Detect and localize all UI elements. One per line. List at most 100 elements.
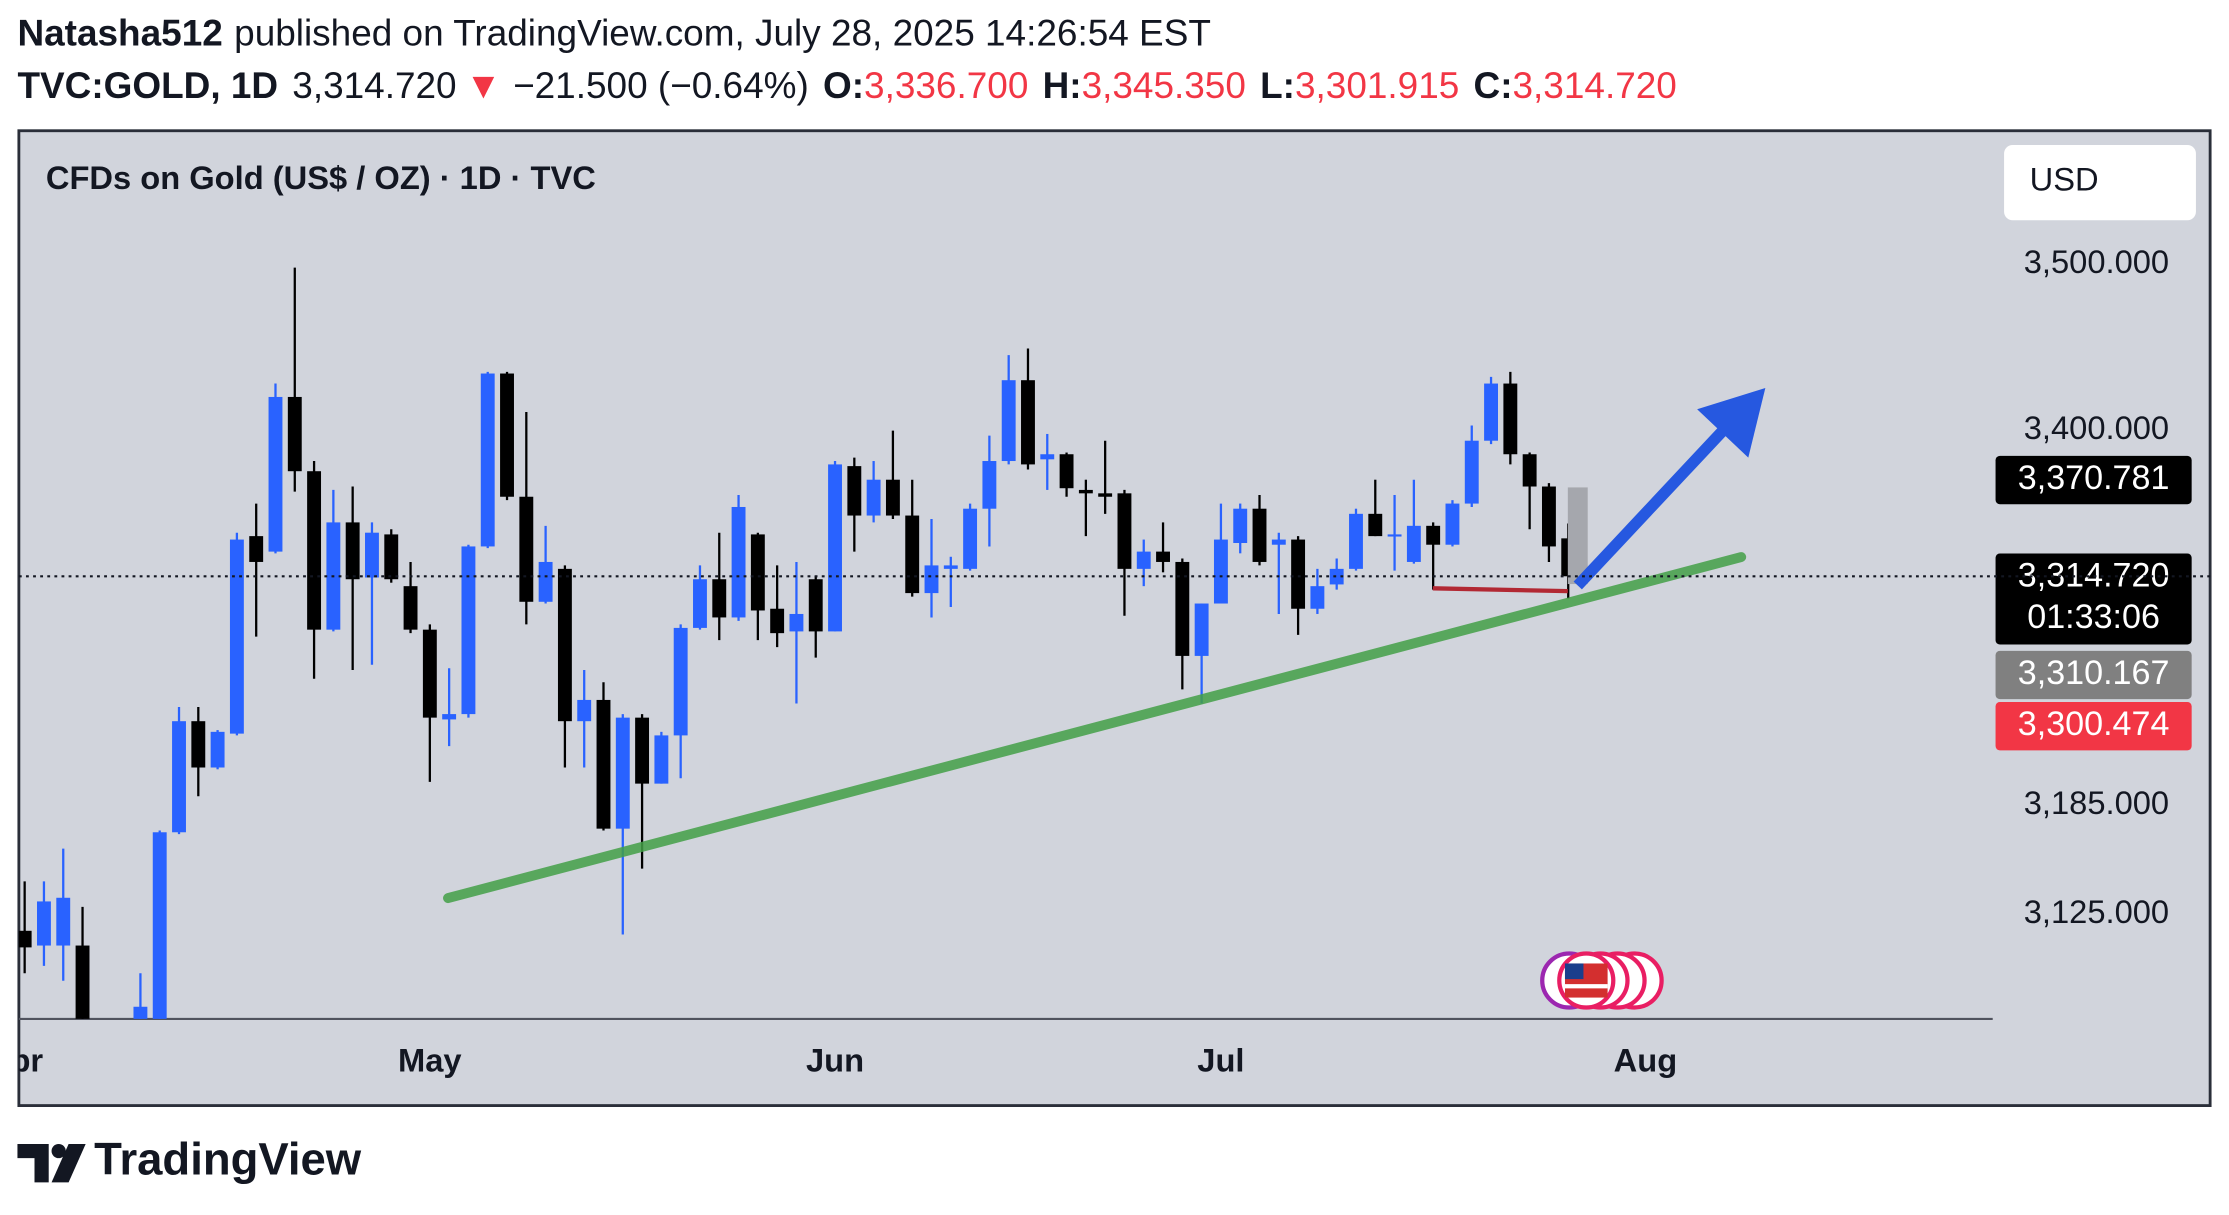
- event-icons: [1540, 951, 1664, 1010]
- currency-button[interactable]: [2004, 144, 2196, 221]
- candle-body: [615, 717, 630, 829]
- brand: TradingView: [94, 1133, 362, 1184]
- ohlc-key: C:: [1474, 65, 1513, 106]
- price-label-box: [1995, 455, 2192, 505]
- candle-body: [18, 930, 32, 948]
- chart-frame: [17, 129, 2212, 1107]
- candle-body: [191, 721, 206, 768]
- candle-body: [1021, 380, 1035, 465]
- candle-body: [172, 721, 186, 833]
- currency[interactable]: USD: [2030, 161, 2099, 198]
- candle-body: [210, 731, 225, 768]
- candle-body: [924, 565, 939, 594]
- change-arrow: ▼: [465, 65, 502, 106]
- ohlc-key: L:: [1260, 65, 1295, 106]
- candle-body: [943, 565, 958, 569]
- symbol: TVC:GOLD, 1D: [17, 65, 278, 106]
- header-line: Natasha512 published on TradingView.com, …: [17, 12, 1210, 53]
- plot: [18, 267, 1576, 1019]
- candle-body: [384, 534, 399, 580]
- candle-body: [37, 901, 51, 946]
- candle-body: [133, 1006, 148, 1019]
- candle-body: [673, 627, 688, 736]
- candle-body: [229, 539, 244, 734]
- candle-body: [1310, 586, 1325, 609]
- candle-body: [885, 479, 900, 516]
- change: −21.500 (−0.64%): [513, 65, 809, 106]
- candle-body: [577, 699, 592, 722]
- price-label-box: [1995, 702, 2192, 751]
- candle-body: [847, 466, 862, 516]
- x-axis: Apr May Jun Jul Aug: [0, 1042, 1677, 1079]
- x-tick-label: Jun: [806, 1042, 864, 1079]
- arrow-shaft: [1573, 422, 1732, 590]
- candle-body: [249, 536, 264, 562]
- ohlc-value: 3,314.720: [1513, 65, 1677, 106]
- candle-body: [1522, 454, 1537, 487]
- candle-body: [1117, 493, 1132, 569]
- candle-body: [287, 396, 302, 472]
- candle-body: [905, 515, 920, 594]
- candle-body: [693, 579, 707, 628]
- candle-body: [480, 373, 495, 547]
- candle-body: [770, 608, 785, 634]
- footer-logo: [17, 1143, 86, 1183]
- candle-body: [1464, 440, 1479, 504]
- candle-body: [731, 506, 746, 618]
- drawings: [443, 387, 1766, 904]
- candle-body: [1252, 508, 1267, 562]
- support-line: [1432, 586, 1568, 594]
- candle-body: [1503, 383, 1518, 455]
- candle-body: [422, 629, 437, 718]
- candle-body: [1213, 539, 1228, 604]
- candle-body: [982, 461, 997, 509]
- x-tick-label: May: [398, 1042, 462, 1079]
- candle-body: [403, 586, 418, 630]
- flag-canton: [1564, 963, 1584, 980]
- price-label: 3,370.781: [2018, 459, 2170, 497]
- candle-body: [1291, 539, 1306, 609]
- candle-body: [365, 532, 379, 578]
- y-tick-label: 3,500.000: [2024, 243, 2169, 280]
- candle-body: [789, 613, 804, 632]
- logo-dot: [51, 1143, 66, 1159]
- candle-body: [712, 579, 727, 618]
- published: published on TradingView.com, July 28, 2…: [234, 12, 1211, 53]
- candle-body: [75, 945, 90, 1019]
- candle-body: [808, 579, 823, 632]
- y-tick-label: 3,125.000: [2024, 893, 2169, 930]
- candle-body: [1406, 525, 1421, 562]
- candle-body: [963, 508, 978, 569]
- countdown: 01:33:06: [2027, 598, 2160, 636]
- candle-body: [538, 561, 553, 602]
- author: Natasha512: [17, 12, 222, 53]
- y-tick-label: 3,185.000: [2024, 784, 2169, 821]
- price-labels: 3,370.7813,314.72001:33:063,310.1673,300…: [1995, 455, 2192, 751]
- candle-body: [500, 373, 514, 497]
- trend-line: [443, 552, 1747, 904]
- logo-mark: [51, 1143, 86, 1183]
- x-tick-label: Apr: [0, 1042, 43, 1079]
- candle-body: [461, 546, 476, 715]
- candle-body: [596, 699, 611, 829]
- candle-body: [1059, 454, 1074, 489]
- candle-body: [1349, 513, 1363, 569]
- candle-body: [1156, 551, 1170, 562]
- candle-body: [152, 832, 167, 1019]
- candle-body: [1271, 539, 1286, 545]
- y-tick-label: 3,400.000: [2024, 409, 2169, 446]
- price-label: 3,300.474: [2018, 705, 2170, 743]
- arrow-head: [1697, 387, 1766, 458]
- candle-body: [1329, 568, 1344, 585]
- candle-body: [442, 714, 457, 720]
- candle-body: [1078, 489, 1093, 494]
- ohlc-key: H:: [1043, 65, 1082, 106]
- candle-body: [1233, 508, 1248, 543]
- price-label: 3,310.167: [2018, 654, 2170, 692]
- candle-body: [519, 496, 534, 602]
- x-tick-label: Jul: [1197, 1042, 1244, 1079]
- projection-box: [1567, 487, 1588, 585]
- price-label-box: [1995, 650, 2192, 700]
